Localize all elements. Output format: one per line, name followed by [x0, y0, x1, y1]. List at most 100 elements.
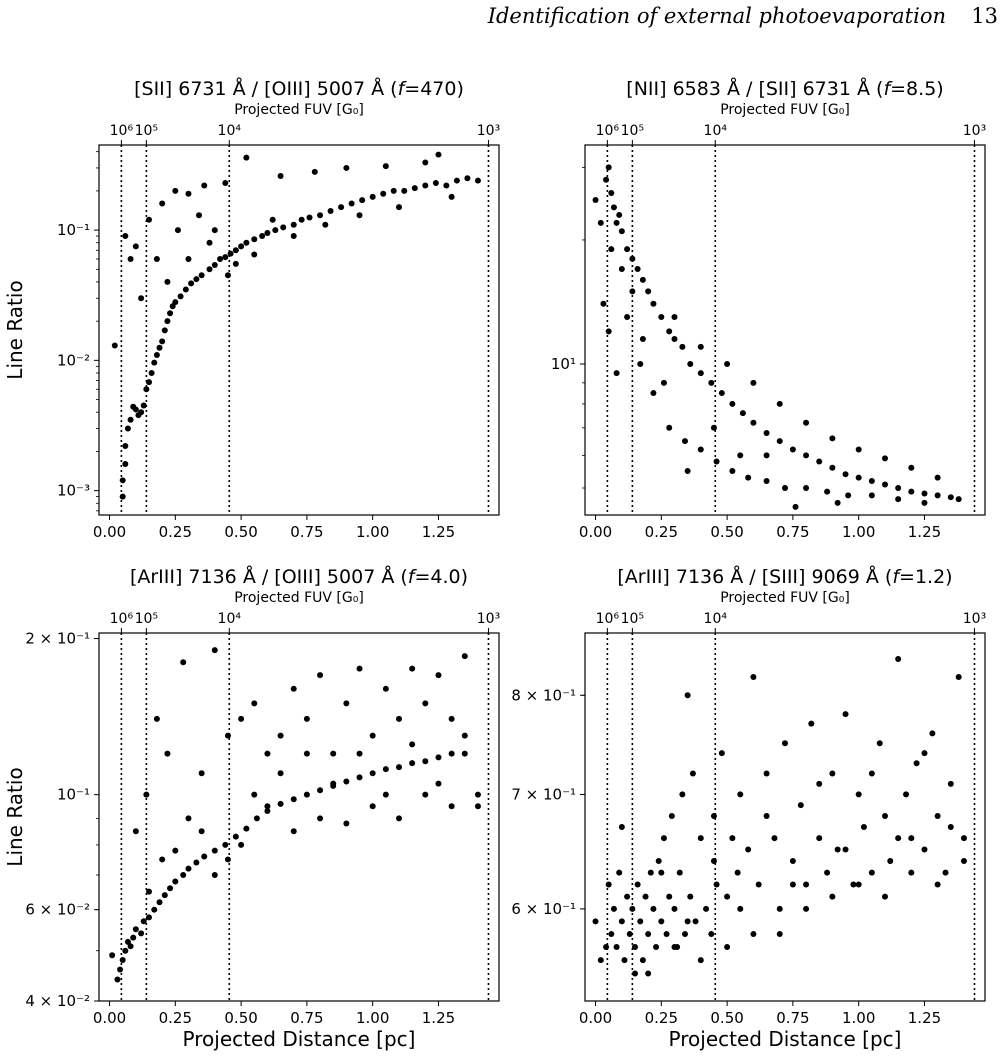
data-point [960, 857, 967, 864]
data-point [448, 750, 455, 757]
data-point [624, 246, 631, 253]
x-axis-label: Projected Distance [pc] [183, 1027, 416, 1051]
data-point [167, 885, 174, 892]
data-point [180, 871, 187, 878]
data-points [592, 164, 962, 510]
data-point [138, 409, 145, 416]
data-point [132, 406, 139, 413]
data-point [464, 175, 471, 182]
data-point [613, 219, 620, 226]
data-point [327, 208, 334, 215]
data-point [124, 425, 131, 432]
data-points [592, 656, 967, 977]
data-point [882, 893, 888, 900]
x-tick-label: 0.00 [579, 1009, 612, 1027]
data-point [803, 485, 810, 492]
data-point [750, 931, 757, 938]
top-tick-label: 10⁴ [218, 123, 242, 139]
data-point [211, 261, 218, 268]
data-point [895, 656, 902, 663]
data-point [422, 758, 429, 765]
top-tick-label: 10⁶ [110, 611, 134, 627]
data-point [750, 419, 757, 426]
data-point [382, 791, 389, 798]
data-point [718, 390, 725, 397]
data-point [947, 780, 954, 787]
data-point [860, 823, 867, 830]
data-point [605, 328, 612, 335]
data-points [109, 647, 481, 983]
data-point [303, 750, 310, 757]
data-point [269, 216, 276, 223]
panel-title-f: f [883, 78, 893, 100]
panel-title-lines: [ArIII] 7136 Å / [OIII] 5007 Å ( [130, 565, 408, 588]
data-point [148, 369, 155, 376]
data-point [921, 499, 928, 506]
data-point [343, 164, 350, 171]
data-point [750, 673, 757, 680]
data-point [127, 255, 134, 262]
data-point [422, 700, 429, 707]
data-point [290, 233, 297, 240]
data-point [745, 846, 752, 853]
data-point [222, 841, 229, 848]
top-tick-label: 10⁴ [704, 611, 728, 627]
data-point [613, 370, 620, 377]
x-tick-label: 0.25 [645, 523, 678, 541]
data-point [164, 318, 171, 325]
data-point [816, 780, 823, 787]
data-point [608, 246, 615, 253]
data-point [211, 871, 218, 878]
panel-title: [ArIII] 7136 Å / [OIII] 5007 Å (f=4.0) [130, 565, 468, 588]
page-header: Identification of external photoevaporat… [0, 0, 1008, 40]
panel-3: [ArIII] 7136 Å / [OIII] 5007 Å (f=4.0) Pr… [3, 565, 500, 1051]
data-point [597, 219, 604, 226]
data-point [868, 770, 875, 777]
data-point [689, 770, 696, 777]
data-point [645, 288, 652, 295]
data-point [138, 930, 145, 937]
data-point [164, 278, 171, 285]
data-point [613, 943, 620, 950]
data-point [132, 243, 139, 250]
panel-title: [ArIII] 7136 Å / [SIII] 9069 Å (f=1.2) [617, 565, 952, 588]
data-point [679, 343, 686, 350]
panel-title-lines: [NII] 6583 Å / [SII] 6731 Å ( [626, 77, 883, 100]
panel-2: [NII] 6583 Å / [SII] 6731 Å (f=8.5) Proje… [551, 77, 986, 541]
data-point [185, 865, 192, 872]
data-point [119, 956, 126, 963]
data-point [369, 770, 376, 777]
data-point [238, 715, 245, 722]
data-point [803, 452, 810, 459]
data-point [808, 720, 815, 727]
data-point [737, 452, 744, 459]
top-tick-label: 10⁶ [110, 123, 134, 139]
data-point [763, 770, 770, 777]
top-axis-label: Projected FUV [G₀] [720, 102, 850, 118]
plot-frame [98, 144, 500, 516]
y-axis-label: Line Ratio [3, 280, 27, 379]
data-point [855, 791, 862, 798]
data-point [153, 715, 160, 722]
panel-title-f-value: =470) [404, 78, 464, 100]
data-point [172, 878, 179, 885]
data-point [829, 464, 836, 471]
data-point [317, 787, 324, 794]
data-point [624, 314, 631, 321]
data-point [369, 732, 376, 739]
data-point [629, 255, 636, 262]
data-point [750, 379, 757, 386]
data-point [156, 344, 163, 351]
data-point [448, 715, 455, 722]
top-tick-label: 10⁶ [596, 123, 620, 139]
data-point [868, 477, 875, 484]
data-point [771, 835, 778, 842]
data-point [277, 770, 284, 777]
y-tick-label: 2 × 10⁻¹ [25, 630, 90, 648]
data-point [605, 881, 612, 888]
data-point [855, 474, 862, 481]
data-point [687, 360, 694, 367]
data-point [185, 190, 192, 197]
data-point [603, 176, 610, 183]
data-point [834, 846, 841, 853]
